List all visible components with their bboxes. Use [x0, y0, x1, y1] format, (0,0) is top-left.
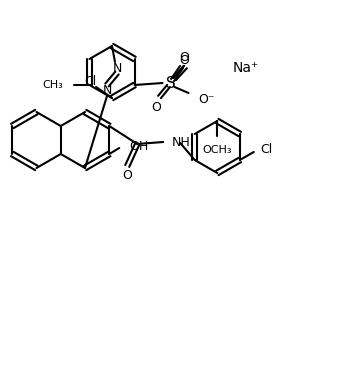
Text: N: N	[102, 84, 112, 97]
Text: CH₃: CH₃	[43, 80, 63, 90]
Text: OH: OH	[129, 139, 148, 152]
Text: NH: NH	[172, 135, 191, 148]
Text: O⁻: O⁻	[198, 92, 215, 105]
Text: Cl: Cl	[260, 142, 272, 155]
Text: N: N	[112, 61, 122, 74]
Text: Na⁺: Na⁺	[233, 61, 258, 75]
Text: O: O	[180, 54, 189, 67]
Text: O: O	[180, 50, 189, 64]
Text: O: O	[152, 101, 161, 114]
Text: S: S	[166, 75, 175, 91]
Text: Cl: Cl	[84, 74, 96, 87]
Text: O: O	[122, 168, 132, 182]
Text: OCH₃: OCH₃	[202, 145, 232, 155]
